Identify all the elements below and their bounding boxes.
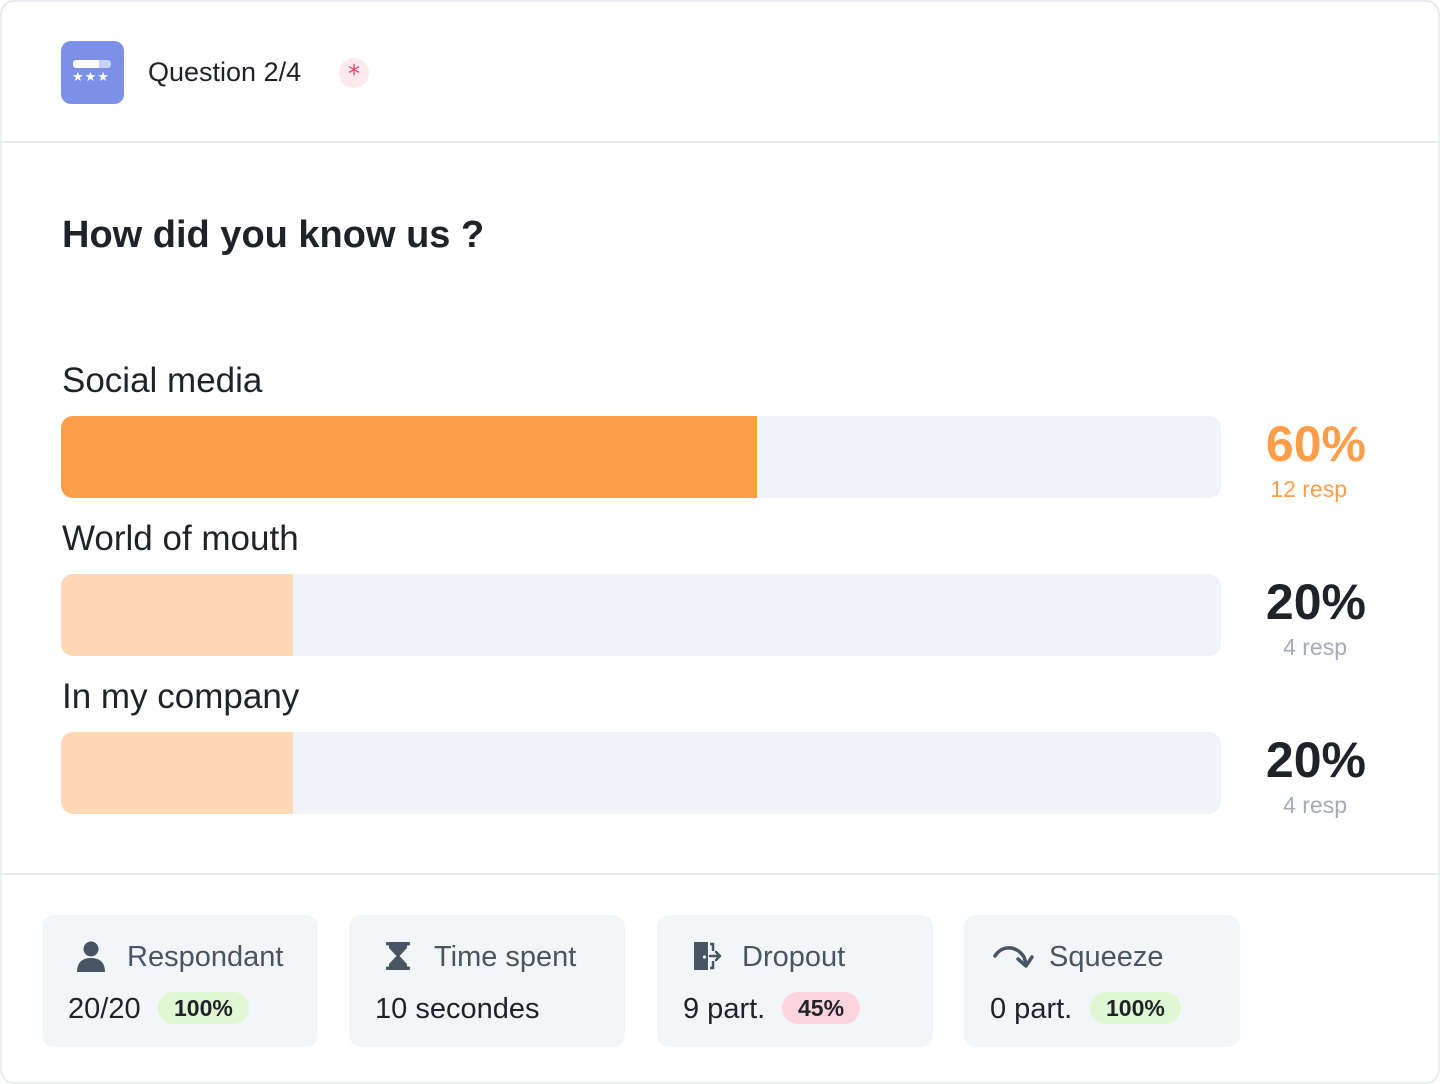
- person-icon: [77, 941, 105, 972]
- option-responses: 4 resp: [1283, 792, 1347, 818]
- required-asterisk-icon: *: [339, 58, 369, 88]
- exit-door-icon: [694, 942, 722, 970]
- question-title: How did you know us ?: [62, 214, 485, 256]
- option-progress-fill: [61, 416, 757, 498]
- stat-value: 0 part.: [990, 993, 1073, 1025]
- stat-respondant: Respondant 20/20 100%: [42, 915, 318, 1047]
- option-label: World of mouth: [62, 519, 299, 558]
- stat-value: 9 part.: [683, 993, 766, 1025]
- status-badge: 100%: [158, 992, 249, 1024]
- option-progress-fill: [61, 574, 293, 656]
- question-number: Question 2/4: [148, 57, 302, 87]
- option-percent: 60%: [1265, 416, 1366, 472]
- option-label: In my company: [62, 677, 300, 716]
- stat-value: 20/20: [68, 993, 141, 1025]
- option-progress-fill: [61, 732, 293, 814]
- stat-label: Respondant: [127, 941, 284, 973]
- icon-bar: [73, 60, 99, 68]
- status-badge: 100%: [1090, 992, 1181, 1024]
- option-responses: 12 resp: [1270, 476, 1347, 502]
- option-progress-track: [61, 416, 1221, 498]
- section-divider: [2, 873, 1438, 875]
- stat-label: Time spent: [434, 941, 577, 973]
- stat-label: Dropout: [742, 941, 846, 973]
- curved-arrow-icon: [993, 946, 1034, 968]
- option-percent: 20%: [1265, 574, 1366, 630]
- hourglass-icon: [386, 942, 410, 970]
- stat-label: Squeeze: [1049, 941, 1164, 973]
- question-header: ★★★ Question 2/4 *: [2, 2, 1438, 143]
- option-label: Social media: [62, 361, 263, 400]
- stat-value: 10 secondes: [375, 993, 540, 1025]
- rating-question-icon: ★★★: [61, 41, 124, 104]
- stat-dropout: Dropout 9 part. 45%: [657, 915, 933, 1047]
- option-progress-track: [61, 574, 1221, 656]
- option-percent: 20%: [1265, 732, 1366, 788]
- icon-bar-light: [99, 60, 111, 68]
- stat-time-spent: Time spent 10 secondes: [349, 915, 625, 1047]
- status-badge: 45%: [782, 992, 861, 1024]
- option-progress-track: [61, 732, 1221, 814]
- stat-squeeze: Squeeze 0 part. 100%: [964, 915, 1240, 1047]
- icon-stars: ★★★: [72, 70, 110, 85]
- option-responses: 4 resp: [1283, 634, 1347, 660]
